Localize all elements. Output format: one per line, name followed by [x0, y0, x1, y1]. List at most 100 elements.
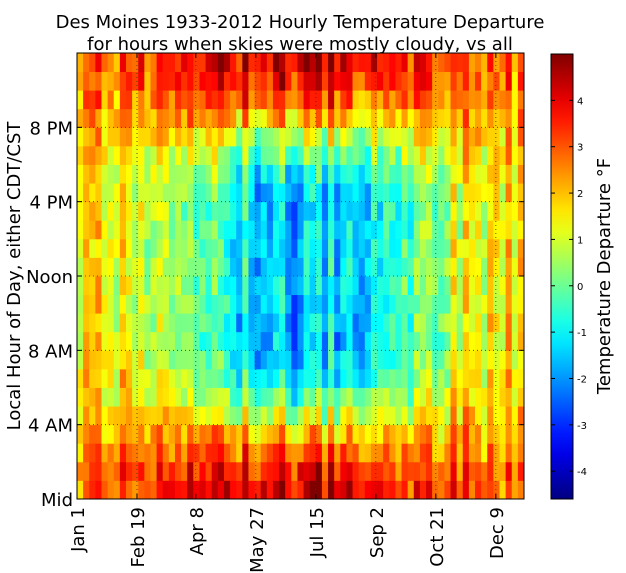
heatmap-cell	[352, 480, 360, 500]
heatmap-cell	[205, 443, 213, 463]
heatmap-cell	[285, 313, 292, 333]
heatmap-cell	[334, 238, 341, 258]
heatmap-cell	[321, 53, 329, 73]
heatmap-cell	[279, 108, 286, 128]
heatmap-cell	[89, 145, 96, 165]
heatmap-cell	[321, 406, 329, 426]
heatmap-cell	[358, 238, 366, 258]
heatmap-cell	[297, 201, 305, 221]
heatmap-cell	[377, 183, 384, 203]
heatmap-cell	[95, 201, 102, 221]
heatmap-cell	[407, 164, 415, 184]
heatmap-cell	[162, 71, 170, 91]
heatmap-cell	[389, 294, 396, 314]
heatmap-cell	[456, 387, 464, 407]
heatmap-cell	[101, 387, 109, 407]
heatmap-cell	[125, 53, 133, 73]
heatmap-cell	[309, 368, 317, 388]
heatmap-cell	[444, 424, 451, 444]
heatmap-cell	[248, 201, 256, 221]
heatmap-cell	[444, 368, 451, 388]
heatmap-cell	[101, 331, 109, 351]
heatmap-cell	[297, 90, 305, 110]
heatmap-cell	[297, 331, 305, 351]
heatmap-cell	[511, 276, 519, 296]
heatmap-cell	[297, 387, 305, 407]
heatmap-cell	[499, 127, 507, 147]
heatmap-cell	[493, 368, 500, 388]
heatmap-cell	[138, 201, 145, 221]
heatmap-cell	[328, 108, 335, 128]
heatmap-cell	[125, 406, 133, 426]
heatmap-cell	[328, 238, 335, 258]
y-tick-label: Mid	[41, 490, 73, 511]
heatmap-cell	[236, 276, 243, 296]
heatmap-cell	[83, 71, 90, 91]
heatmap-cell	[132, 145, 139, 165]
y-tick-label: 4 PM	[29, 193, 73, 214]
heatmap-cell	[138, 387, 145, 407]
heatmap-cell	[119, 183, 127, 203]
heatmap-cell	[254, 71, 262, 91]
heatmap-cell	[334, 257, 341, 277]
heatmap-cell	[389, 387, 396, 407]
heatmap-cell	[475, 313, 482, 333]
heatmap-cell	[493, 276, 500, 296]
heatmap-cell	[125, 276, 133, 296]
heatmap-cell	[493, 480, 500, 500]
heatmap-cell	[95, 331, 102, 351]
heatmap-cell	[456, 164, 464, 184]
heatmap-cell	[395, 201, 402, 221]
heatmap-cell	[193, 145, 200, 165]
heatmap-cell	[450, 257, 458, 277]
heatmap-cell	[174, 424, 182, 444]
heatmap-cell	[358, 461, 366, 481]
heatmap-cell	[211, 443, 219, 463]
heatmap-cell	[217, 71, 225, 91]
heatmap-cell	[419, 257, 427, 277]
heatmap-cell	[119, 71, 127, 91]
heatmap-cell	[383, 406, 390, 426]
heatmap-cell	[248, 127, 256, 147]
heatmap-cell	[101, 257, 109, 277]
heatmap-cell	[144, 108, 151, 128]
heatmap-cell	[254, 424, 262, 444]
heatmap-cell	[413, 127, 421, 147]
heatmap-cell	[499, 108, 507, 128]
heatmap-cell	[156, 108, 164, 128]
heatmap-cell	[125, 443, 133, 463]
heatmap-cell	[309, 406, 317, 426]
heatmap-cell	[236, 183, 243, 203]
heatmap-cell	[419, 313, 427, 333]
heatmap-cell	[389, 480, 396, 500]
heatmap-cell	[242, 257, 249, 277]
heatmap-cell	[266, 424, 274, 444]
heatmap-cell	[266, 276, 274, 296]
heatmap-cell	[248, 313, 256, 333]
heatmap-cell	[462, 53, 470, 73]
heatmap-cell	[328, 71, 335, 91]
heatmap-cell	[358, 313, 366, 333]
heatmap-cell	[352, 90, 360, 110]
heatmap-cell	[346, 127, 353, 147]
heatmap-cell	[242, 368, 249, 388]
heatmap-cell	[162, 90, 170, 110]
heatmap-cell	[401, 127, 409, 147]
heatmap-cell	[444, 183, 451, 203]
heatmap-cell	[419, 368, 427, 388]
heatmap-cell	[119, 53, 127, 73]
heatmap-cell	[230, 53, 237, 73]
heatmap-cell	[462, 331, 470, 351]
heatmap-cell	[291, 127, 298, 147]
heatmap-cell	[242, 294, 249, 314]
heatmap-cell	[187, 201, 194, 221]
heatmap-cell	[242, 71, 249, 91]
heatmap-cell	[205, 294, 213, 314]
heatmap-cell	[107, 368, 115, 388]
heatmap-cell	[395, 480, 402, 500]
heatmap-cell	[230, 313, 237, 333]
heatmap-cell	[199, 331, 207, 351]
heatmap-cell	[383, 108, 390, 128]
heatmap-cell	[444, 276, 451, 296]
